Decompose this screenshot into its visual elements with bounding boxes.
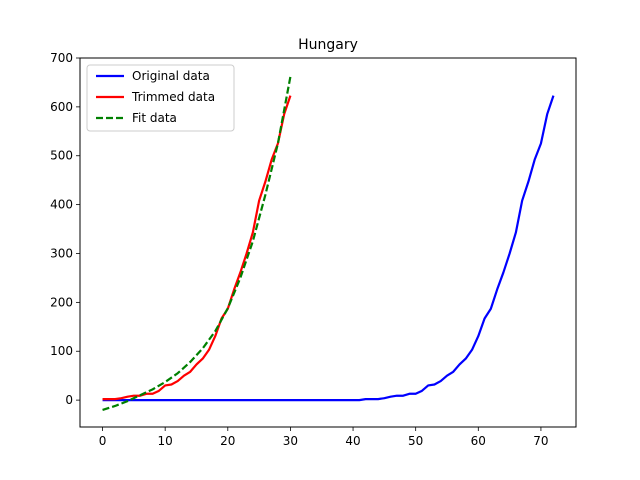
axes-frame xyxy=(79,57,577,428)
y-tick-label-4: 400 xyxy=(50,198,73,212)
x-axis: 0 10 20 30 40 50 60 70 xyxy=(99,427,549,448)
legend-label-1: Trimmed data xyxy=(131,90,215,104)
x-tick-label-7: 70 xyxy=(533,434,548,448)
series-line-2 xyxy=(102,76,292,411)
y-tick-label-0: 0 xyxy=(65,393,73,407)
series-line-0 xyxy=(102,95,555,402)
legend-box xyxy=(86,64,235,132)
y-tick-label-3: 300 xyxy=(50,246,73,260)
plot-lines xyxy=(102,76,555,411)
y-tick-label-7: 700 xyxy=(50,51,73,65)
y-tick-label-6: 600 xyxy=(50,100,73,114)
x-tick-label-4: 40 xyxy=(345,434,360,448)
x-tick-label-1: 10 xyxy=(158,434,173,448)
series-line-1 xyxy=(102,95,292,401)
x-tick-label-5: 50 xyxy=(408,434,423,448)
legend: Original data Trimmed data Fit data xyxy=(86,64,235,132)
legend-label-2: Fit data xyxy=(132,111,177,125)
x-tick-label-2: 20 xyxy=(220,434,235,448)
legend-label-0: Original data xyxy=(132,69,210,83)
y-axis: 0 100 200 300 400 500 600 700 xyxy=(50,51,80,407)
x-tick-label-6: 60 xyxy=(471,434,486,448)
y-tick-label-2: 200 xyxy=(50,295,73,309)
x-tick-label-3: 30 xyxy=(283,434,298,448)
chart-title: Hungary xyxy=(298,37,358,53)
y-tick-label-5: 500 xyxy=(50,149,73,163)
x-tick-label-0: 0 xyxy=(99,434,107,448)
y-tick-label-1: 100 xyxy=(50,344,73,358)
